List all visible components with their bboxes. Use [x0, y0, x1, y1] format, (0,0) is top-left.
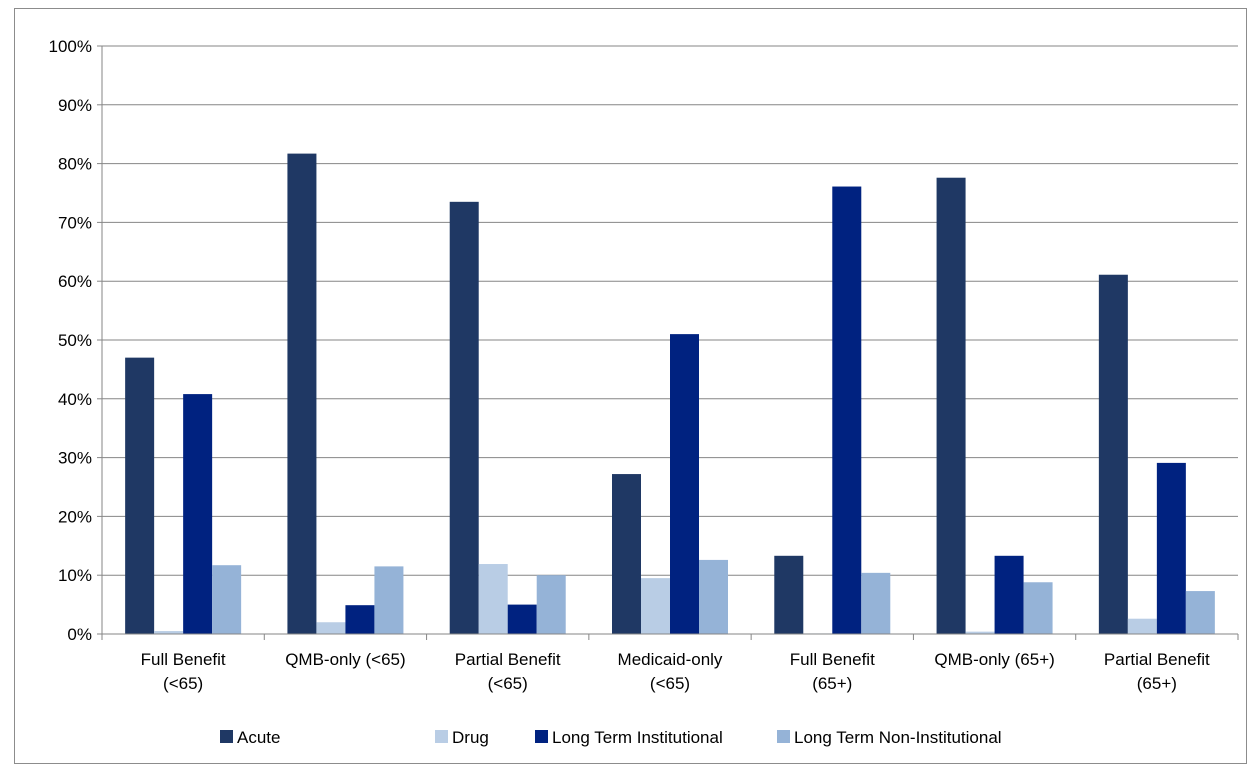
x-category-label: (<65) — [650, 674, 690, 693]
legend-swatch — [777, 730, 790, 743]
legend-swatch — [435, 730, 448, 743]
bar-long-term-non-institutional — [1185, 591, 1215, 634]
bar-drug — [641, 578, 670, 634]
bar-acute — [612, 474, 641, 634]
y-tick-label: 60% — [58, 272, 92, 291]
x-category-label: (65+) — [1137, 674, 1177, 693]
x-category-label: QMB-only (<65) — [285, 650, 405, 669]
y-tick-label: 10% — [58, 566, 92, 585]
bar-acute — [936, 177, 966, 634]
bar-acute — [125, 357, 155, 634]
bar-drug — [478, 564, 508, 634]
bar-long-term-institutional — [994, 555, 1024, 634]
legend-label: Long Term Non-Institutional — [794, 728, 1002, 747]
x-category-label: (<65) — [488, 674, 528, 693]
y-tick-label: 40% — [58, 390, 92, 409]
x-category-label: (<65) — [163, 674, 203, 693]
x-category-label: Partial Benefit — [455, 650, 561, 669]
y-tick-label: 30% — [58, 449, 92, 468]
y-tick-label: 100% — [49, 37, 92, 56]
bar-chart: 0% 10% 20% 30% 40% 50% 60% 70% 80% 90% 100% Full B… — [49, 37, 1239, 747]
bar-long-term-non-institutional — [212, 565, 242, 634]
y-tick-label: 50% — [58, 331, 92, 350]
y-tick-label: 70% — [58, 213, 92, 232]
y-axis-tick-labels: 0% 10% 20% 30% 40% 50% 60% 70% 80% 90% 100% — [49, 37, 92, 644]
x-category-label: (65+) — [812, 674, 852, 693]
bars — [125, 153, 1215, 635]
legend-swatch — [535, 730, 548, 743]
bar-drug — [965, 631, 995, 634]
bar-long-term-institutional — [507, 604, 537, 634]
bar-long-term-non-institutional — [699, 559, 728, 634]
bar-long-term-institutional — [183, 394, 213, 634]
y-tick-label: 90% — [58, 96, 92, 115]
axes — [97, 45, 1239, 640]
bar-long-term-non-institutional — [374, 566, 404, 634]
y-tick-label: 20% — [58, 507, 92, 526]
bar-acute — [1098, 274, 1128, 634]
bar-long-term-non-institutional — [536, 575, 566, 634]
chart-frame: 0% 10% 20% 30% 40% 50% 60% 70% 80% 90% 100% Full B… — [14, 8, 1247, 764]
bar-long-term-non-institutional — [861, 572, 891, 634]
legend: Acute Drug Long Term Institutional Long Ter… — [220, 728, 1002, 747]
bar-acute — [287, 153, 317, 634]
bar-drug — [1127, 618, 1157, 634]
bar-acute — [774, 555, 804, 634]
bar-drug — [316, 622, 346, 634]
y-tick-label: 0% — [67, 625, 92, 644]
x-category-label: Medicaid-only — [618, 650, 723, 669]
legend-label: Long Term Institutional — [552, 728, 723, 747]
legend-label: Acute — [237, 728, 280, 747]
legend-label: Drug — [452, 728, 489, 747]
x-axis-category-labels: Full Benefit (<65) QMB-only (<65) Partial B… — [141, 650, 1210, 693]
bar-drug — [154, 631, 184, 634]
bar-long-term-institutional — [832, 186, 862, 635]
y-tick-label: 80% — [58, 155, 92, 174]
x-category-label: QMB-only (65+) — [934, 650, 1054, 669]
x-category-label: Full Benefit — [790, 650, 875, 669]
x-category-label: Full Benefit — [141, 650, 226, 669]
bar-acute — [449, 201, 479, 634]
bar-long-term-non-institutional — [1023, 582, 1053, 634]
legend-swatch — [220, 730, 233, 743]
bar-long-term-institutional — [670, 334, 699, 634]
bar-long-term-institutional — [345, 605, 375, 634]
x-category-label: Partial Benefit — [1104, 650, 1210, 669]
bar-long-term-institutional — [1156, 462, 1186, 634]
